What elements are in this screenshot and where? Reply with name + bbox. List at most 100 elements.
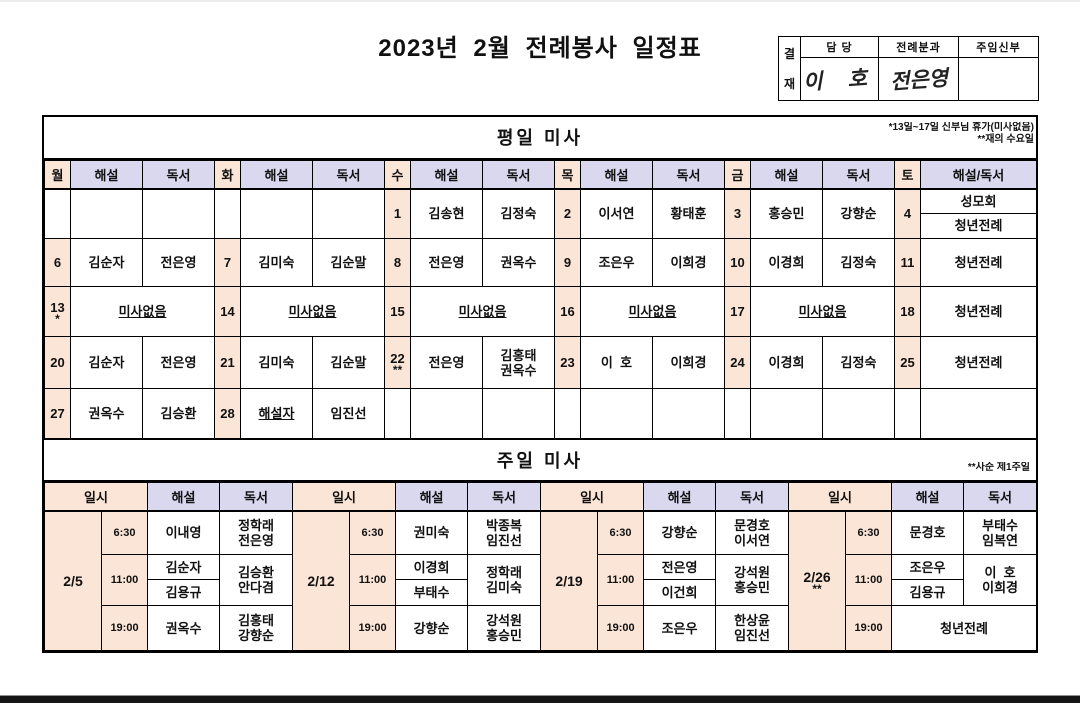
saturday-cell xyxy=(920,388,1037,439)
page-top-rule xyxy=(0,0,1080,2)
day-cell: 17 xyxy=(724,286,751,337)
commentary-cell xyxy=(410,388,483,439)
commentary-cell xyxy=(240,188,313,239)
commentary-cell: 강향순 xyxy=(643,510,717,555)
weekday-mass-table: 월 해설 독서 화 해설 독서 수 해설 독서 목 해설 독서 금 해설 독서 … xyxy=(44,160,1037,439)
ash-wednesday-asterisk: ** xyxy=(392,362,403,377)
signature-liturgy-dept: 전은영 xyxy=(878,57,959,101)
saturday-cell: 청년전례 xyxy=(920,336,1037,389)
page-title: 2023년 2월 전례봉사 일정표 xyxy=(378,35,702,62)
approval-stamp-bottom: 재 xyxy=(783,77,796,91)
weekday-row-week4: 20 김순자 전은영 21 김미숙 김순말 22 ** 전은영 김홍태 권옥수 … xyxy=(44,336,1037,389)
column-header-commentary: 해설 xyxy=(70,160,143,190)
date-cell: 2/19 xyxy=(540,510,599,651)
sunday-mass-table: 일시 해설 독서 일시 해설 독서 일시 해설 독서 일시 해설 독서 2/5 … xyxy=(43,482,1038,651)
commentary-cell: 이경희 xyxy=(750,238,823,287)
reading-cell: 황태훈 xyxy=(652,188,725,239)
day-cell xyxy=(44,188,71,239)
time-cell: 6:30 xyxy=(597,510,645,555)
column-header-commentary: 해설 xyxy=(891,482,965,512)
reading-cell: 강향순 xyxy=(822,188,895,239)
day-cell: 16 xyxy=(554,286,581,337)
sunday-header-row: 일시 해설 독서 일시 해설 독서 일시 해설 독서 일시 해설 독서 xyxy=(43,482,1038,512)
day-cell: 23 xyxy=(554,336,581,389)
commentary-cell: 문경호 xyxy=(891,510,965,555)
signature-pastor xyxy=(958,57,1039,101)
day-cell: 13 * xyxy=(44,286,71,337)
commentary-cell xyxy=(750,388,823,439)
commentary-cell: 권미숙 xyxy=(395,510,469,555)
weekday-row-week5: 27 권옥수 김승환 28 해설자 임진선 xyxy=(44,388,1037,439)
day-cell: 25 xyxy=(894,336,921,389)
reading-cell: 이희경 xyxy=(652,336,725,389)
day-cell: 28 xyxy=(214,388,241,439)
reading-cell: 문경호 이서연 xyxy=(715,510,790,555)
reading-cell xyxy=(482,388,555,439)
approval-stamp-top: 결 xyxy=(783,47,796,61)
commentary-cell: 이경희 xyxy=(750,336,823,389)
commentary-cell: 부태수 xyxy=(395,579,469,606)
commentary-cell: 홍승민 xyxy=(750,188,823,239)
column-header-sat: 토 xyxy=(894,160,921,190)
commentary-cell: 전은영 xyxy=(643,554,717,580)
reading-cell: 박종복 임진선 xyxy=(467,510,542,555)
approval-header-pastor: 주임신부 xyxy=(958,36,1039,58)
time-cell: 19:00 xyxy=(597,605,645,651)
commentary-cell: 조은우 xyxy=(643,605,717,651)
day-cell: 9 xyxy=(554,238,581,287)
day-cell xyxy=(384,388,411,439)
vacation-asterisk: * xyxy=(55,311,60,326)
column-header-fri: 금 xyxy=(724,160,751,190)
no-mass-cell: 미사없음 xyxy=(750,286,895,337)
column-header-reading: 독서 xyxy=(822,160,895,190)
column-header-commentary: 해설 xyxy=(643,482,717,512)
day-cell: 4 xyxy=(894,188,921,239)
sunday-section-note: **사순 제1주일 xyxy=(967,461,1030,473)
column-header-reading: 독서 xyxy=(142,160,215,190)
day-cell: 21 xyxy=(214,336,241,389)
time-cell: 19:00 xyxy=(845,605,893,651)
commentary-cell: 권옥수 xyxy=(147,605,221,651)
commentary-cell: 전은영 xyxy=(410,336,483,389)
reading-cell: 김순말 xyxy=(312,336,385,389)
day-cell: 18 xyxy=(894,286,921,337)
commentary-cell: 전은영 xyxy=(410,238,483,287)
time-cell: 6:30 xyxy=(100,510,149,555)
no-mass-cell: 미사없음 xyxy=(410,286,555,337)
commentary-cell xyxy=(580,388,653,439)
sunday-row-1900: 19:00 권옥수 김홍태 강향순 19:00 강향순 강석원 홍승민 19:0… xyxy=(45,605,1038,651)
commentary-cell: 이내영 xyxy=(147,510,221,555)
reading-cell: 한상윤 임진선 xyxy=(715,605,790,651)
day-cell: 11 xyxy=(894,238,921,287)
column-header-reading: 독서 xyxy=(312,160,385,190)
sunday-row-1100a: 11:00 김순자 김승환 안다겸 11:00 이경희 정학래 김미숙 11:0… xyxy=(45,554,1038,606)
weekday-section-header: 평일 미사 *13일~17일 신부님 휴가(미사없음) **재의 수요일 xyxy=(44,117,1036,160)
saturday-group-top: 성모회 xyxy=(921,190,1036,214)
approval-box: 결 재 담 당 전례분과 주임신부 이 호 전은영 xyxy=(778,36,1039,101)
commentary-cell: 강향순 xyxy=(395,605,469,651)
approval-stamp-column: 결 재 xyxy=(778,36,801,101)
time-cell: 11:00 xyxy=(845,554,893,606)
commentary-cell: 김미숙 xyxy=(240,336,313,389)
sunday-section-title: 주일 미사 xyxy=(496,451,584,471)
saturday-group-bottom: 청년전례 xyxy=(954,217,1003,233)
date-cell: 2/26 ** xyxy=(788,510,847,651)
time-cell: 11:00 xyxy=(597,554,645,606)
signature-manager: 이 호 xyxy=(800,57,879,101)
saturday-cell: 청년전례 xyxy=(920,238,1037,287)
weekday-header-row: 월 해설 독서 화 해설 독서 수 해설 독서 목 해설 독서 금 해설 독서 … xyxy=(44,160,1037,190)
reading-cell xyxy=(822,388,895,439)
reading-cell: 부태수 임복연 xyxy=(963,510,1038,555)
reading-cell: 이 호 이희경 xyxy=(963,554,1038,606)
column-header-tue: 화 xyxy=(214,160,241,190)
reading-cell: 김정숙 xyxy=(822,336,895,389)
day-cell: 2 xyxy=(554,188,581,239)
sunday-row-630: 2/5 6:30 이내영 정학래 전은영 2/12 6:30 권미숙 박종복 임… xyxy=(44,510,1038,651)
commentary-cell: 이서연 xyxy=(580,188,653,239)
day-cell xyxy=(894,388,921,439)
day-cell: 27 xyxy=(44,388,71,439)
day-cell: 10 xyxy=(724,238,751,287)
column-header-commentary: 해설 xyxy=(750,160,823,190)
commentary-cell: 김미숙 xyxy=(240,238,313,287)
